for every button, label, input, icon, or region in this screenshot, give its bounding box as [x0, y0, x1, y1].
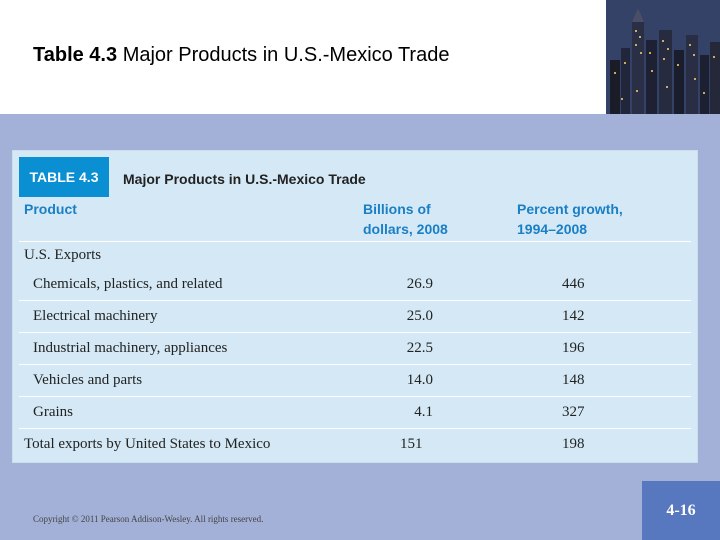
- row-billions: 14.0: [406, 372, 433, 388]
- row-billions: 26.9: [406, 276, 433, 292]
- table-caption: Major Products in U.S.-Mexico Trade: [123, 171, 366, 187]
- table-row: Vehicles and parts 14.0 148: [19, 365, 691, 397]
- page-number: 4-16: [642, 481, 720, 540]
- total-billions: 151: [400, 436, 423, 452]
- table-badge: TABLE 4.3: [19, 157, 109, 197]
- column-header-product: Product: [24, 201, 77, 217]
- section-label: U.S. Exports: [24, 247, 102, 263]
- slide-title-text: Major Products in U.S.-Mexico Trade: [122, 44, 450, 66]
- row-growth: 196: [562, 340, 585, 356]
- row-billions: 22.5: [406, 340, 433, 356]
- table-rows: Chemicals, plastics, and related 26.9 44…: [19, 269, 691, 460]
- total-growth: 198: [562, 436, 585, 452]
- column-header-growth: Percent growth, 1994–2008: [517, 201, 623, 237]
- total-product: Total exports by United States to Mexico: [24, 436, 271, 452]
- row-growth: 148: [562, 372, 585, 388]
- table-row: Grains 4.1 327: [19, 397, 691, 429]
- copyright-notice: Copyright © 2011 Pearson Addison-Wesley.…: [33, 514, 264, 524]
- row-billions: 4.1: [414, 404, 433, 420]
- row-growth: 446: [562, 276, 585, 292]
- table-row: Chemicals, plastics, and related 26.9 44…: [19, 269, 691, 301]
- row-growth: 142: [562, 308, 585, 324]
- table-row: Electrical machinery 25.0 142: [19, 301, 691, 333]
- header-divider: [19, 241, 691, 242]
- row-product: Chemicals, plastics, and related: [33, 276, 223, 292]
- row-billions: 25.0: [406, 308, 433, 324]
- table-panel: TABLE 4.3 Major Products in U.S.-Mexico …: [12, 150, 698, 463]
- row-growth: 327: [562, 404, 585, 420]
- table-total-row: Total exports by United States to Mexico…: [19, 429, 691, 460]
- city-skyline-image: [606, 0, 720, 114]
- column-header-billions: Billions of dollars, 2008: [363, 201, 448, 237]
- row-product: Vehicles and parts: [33, 372, 143, 388]
- slide-title-number: Table 4.3: [33, 44, 118, 66]
- row-product: Industrial machinery, appliances: [33, 340, 228, 356]
- row-product: Electrical machinery: [33, 308, 158, 324]
- row-product: Grains: [33, 404, 73, 420]
- slide-title: Table 4.3 Major Products in U.S.-Mexico …: [33, 44, 449, 67]
- table-row: Industrial machinery, appliances 22.5 19…: [19, 333, 691, 365]
